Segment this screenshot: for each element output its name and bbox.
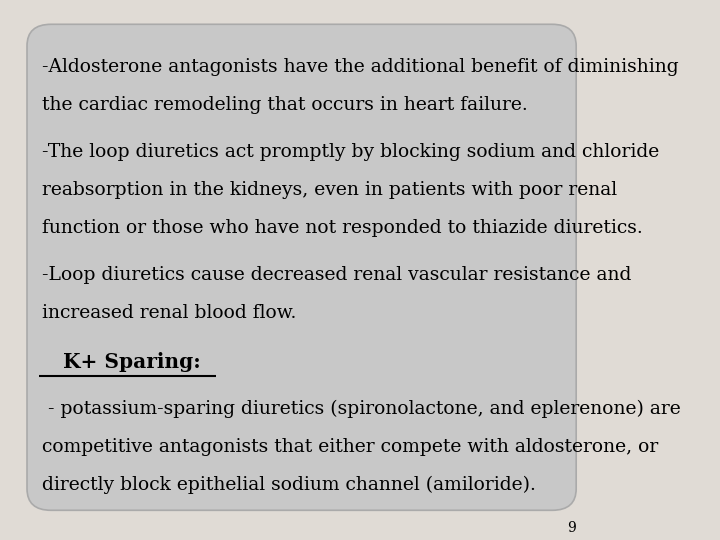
Text: the cardiac remodeling that occurs in heart failure.: the cardiac remodeling that occurs in he… (42, 96, 528, 114)
Text: function or those who have not responded to thiazide diuretics.: function or those who have not responded… (42, 219, 643, 237)
Text: K+ Sparing:: K+ Sparing: (42, 352, 201, 372)
Text: - potassium-sparing diuretics (spironolactone, and eplerenone) are: - potassium-sparing diuretics (spironola… (42, 400, 681, 418)
Text: increased renal blood flow.: increased renal blood flow. (42, 304, 297, 322)
Text: directly block epithelial sodium channel (amiloride).: directly block epithelial sodium channel… (42, 475, 536, 494)
Text: reabsorption in the kidneys, even in patients with poor renal: reabsorption in the kidneys, even in pat… (42, 181, 617, 199)
FancyBboxPatch shape (27, 24, 576, 510)
Text: -Loop diuretics cause decreased renal vascular resistance and: -Loop diuretics cause decreased renal va… (42, 266, 631, 285)
Text: -Aldosterone antagonists have the additional benefit of diminishing: -Aldosterone antagonists have the additi… (42, 58, 679, 77)
Text: competitive antagonists that either compete with aldosterone, or: competitive antagonists that either comp… (42, 437, 658, 456)
Text: -The loop diuretics act promptly by blocking sodium and chloride: -The loop diuretics act promptly by bloc… (42, 143, 660, 161)
Text: 9: 9 (567, 521, 576, 535)
